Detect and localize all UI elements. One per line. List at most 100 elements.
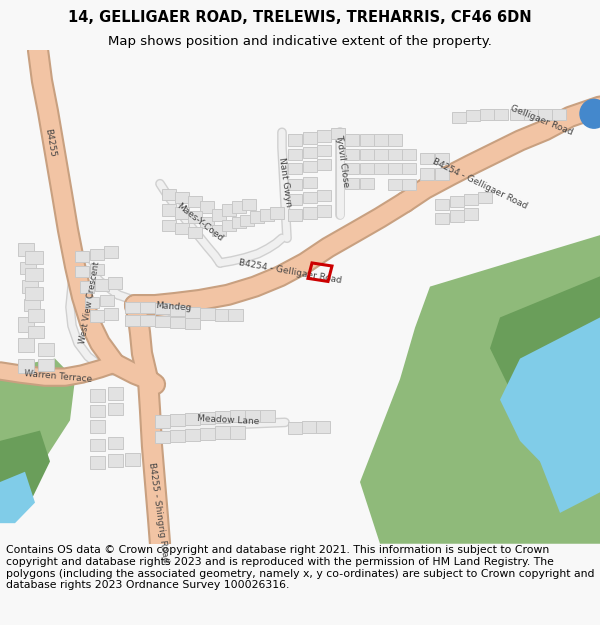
Polygon shape <box>212 209 226 221</box>
Polygon shape <box>452 112 466 123</box>
Polygon shape <box>331 128 345 139</box>
Polygon shape <box>288 149 302 160</box>
Polygon shape <box>317 144 331 156</box>
Polygon shape <box>303 132 317 144</box>
Polygon shape <box>317 190 331 201</box>
Polygon shape <box>18 359 34 373</box>
Polygon shape <box>155 316 170 327</box>
Polygon shape <box>125 453 140 466</box>
Polygon shape <box>108 454 123 467</box>
Polygon shape <box>90 439 105 451</box>
Polygon shape <box>90 249 104 260</box>
Polygon shape <box>90 264 104 275</box>
Circle shape <box>580 99 600 128</box>
Polygon shape <box>288 179 302 190</box>
Polygon shape <box>155 431 170 443</box>
Text: B4254 - Gelligaer Road: B4254 - Gelligaer Road <box>431 157 529 211</box>
Polygon shape <box>108 437 123 449</box>
Text: Contains OS data © Crown copyright and database right 2021. This information is : Contains OS data © Crown copyright and d… <box>6 546 595 590</box>
Polygon shape <box>90 310 104 321</box>
Polygon shape <box>374 134 388 146</box>
Polygon shape <box>108 388 123 400</box>
Polygon shape <box>155 415 170 428</box>
Polygon shape <box>200 217 214 228</box>
Polygon shape <box>200 428 215 440</box>
Polygon shape <box>317 206 331 217</box>
Polygon shape <box>175 192 189 203</box>
Polygon shape <box>24 299 40 311</box>
Text: 14, GELLIGAER ROAD, TRELEWIS, TREHARRIS, CF46 6DN: 14, GELLIGAER ROAD, TRELEWIS, TREHARRIS,… <box>68 10 532 25</box>
Polygon shape <box>0 431 50 513</box>
Polygon shape <box>28 309 44 321</box>
Polygon shape <box>162 204 176 216</box>
Polygon shape <box>402 149 416 160</box>
Polygon shape <box>303 161 317 172</box>
Polygon shape <box>162 189 176 200</box>
Polygon shape <box>360 163 374 174</box>
Polygon shape <box>20 262 36 274</box>
Polygon shape <box>108 403 123 415</box>
Polygon shape <box>108 278 122 289</box>
Polygon shape <box>232 217 246 228</box>
Polygon shape <box>232 201 246 212</box>
Polygon shape <box>260 410 275 422</box>
Polygon shape <box>500 318 600 482</box>
Polygon shape <box>420 168 434 179</box>
Polygon shape <box>125 316 140 326</box>
Polygon shape <box>90 420 105 432</box>
Polygon shape <box>538 109 552 120</box>
Polygon shape <box>185 429 200 441</box>
Polygon shape <box>388 134 402 146</box>
Polygon shape <box>185 413 200 426</box>
Polygon shape <box>222 220 236 231</box>
Polygon shape <box>200 201 214 212</box>
Polygon shape <box>494 109 508 120</box>
Polygon shape <box>435 199 449 211</box>
Polygon shape <box>155 303 170 314</box>
Polygon shape <box>80 281 94 292</box>
Polygon shape <box>140 302 155 313</box>
Polygon shape <box>75 266 89 278</box>
Polygon shape <box>388 163 402 174</box>
Polygon shape <box>28 326 44 338</box>
Text: Nant Gwyn: Nant Gwyn <box>277 156 293 207</box>
Polygon shape <box>240 214 254 226</box>
Polygon shape <box>18 243 34 256</box>
Polygon shape <box>90 405 105 418</box>
Polygon shape <box>478 192 492 203</box>
Polygon shape <box>215 426 230 439</box>
Polygon shape <box>104 308 118 319</box>
Polygon shape <box>188 211 202 222</box>
Polygon shape <box>360 149 374 160</box>
Polygon shape <box>490 276 600 441</box>
Polygon shape <box>345 134 359 146</box>
Polygon shape <box>466 109 480 121</box>
Polygon shape <box>25 251 43 264</box>
Text: B4255 - Shingrig Road: B4255 - Shingrig Road <box>146 462 169 564</box>
Polygon shape <box>317 159 331 171</box>
Polygon shape <box>162 220 176 231</box>
Text: B4254 - Gelligaer Road: B4254 - Gelligaer Road <box>238 258 342 284</box>
Polygon shape <box>260 209 274 221</box>
Polygon shape <box>170 318 185 328</box>
Polygon shape <box>317 130 331 141</box>
Polygon shape <box>175 208 189 219</box>
Polygon shape <box>360 235 600 544</box>
Polygon shape <box>288 163 302 174</box>
Polygon shape <box>200 308 215 319</box>
Polygon shape <box>104 246 118 258</box>
Polygon shape <box>222 204 236 216</box>
Polygon shape <box>95 279 109 291</box>
Text: Tydvil Close: Tydvil Close <box>334 134 350 188</box>
Polygon shape <box>200 412 215 424</box>
Polygon shape <box>212 225 226 236</box>
Polygon shape <box>345 177 359 189</box>
Polygon shape <box>450 196 464 208</box>
Polygon shape <box>552 109 566 120</box>
Polygon shape <box>450 211 464 222</box>
Polygon shape <box>18 318 34 332</box>
Polygon shape <box>215 309 230 321</box>
Polygon shape <box>175 222 189 234</box>
Polygon shape <box>75 251 89 262</box>
Text: Warren Terrace: Warren Terrace <box>23 369 92 384</box>
